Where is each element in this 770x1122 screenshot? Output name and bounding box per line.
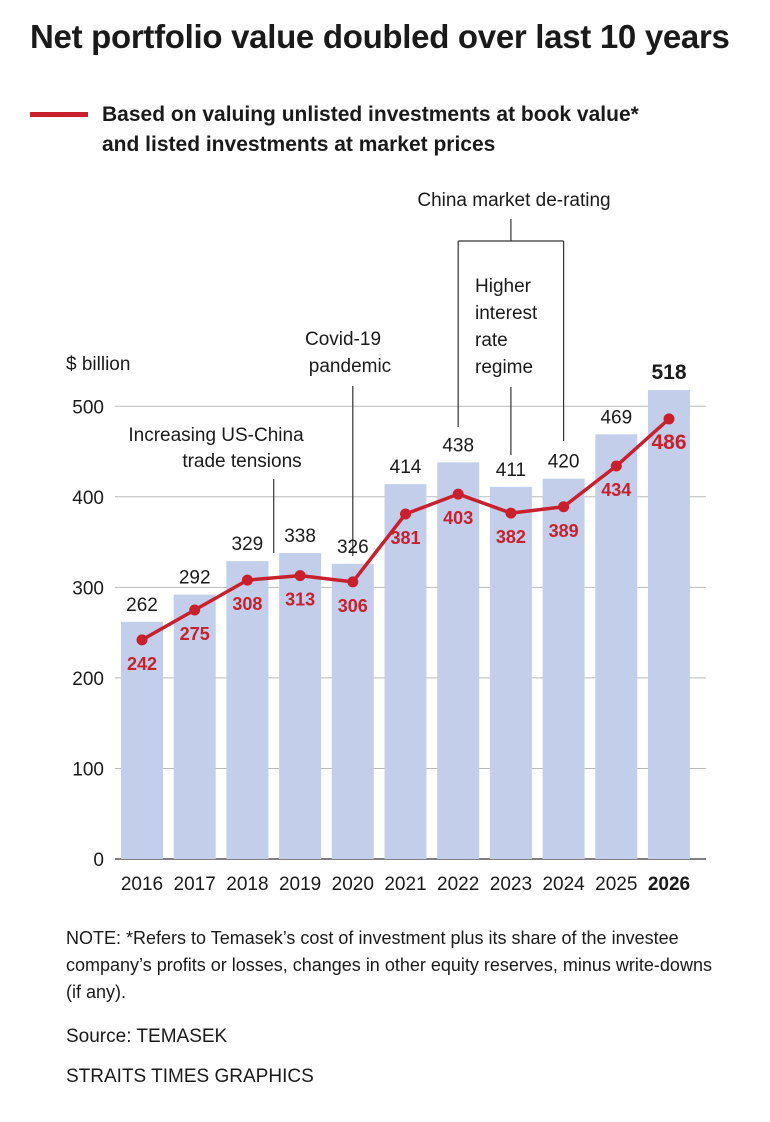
line-value-label-2021: 381 [390,528,420,548]
axes: $ billion 0 100 200 300 400 500 2016 2017 2018 201… [66,354,690,895]
source-text: Source: TEMASEK [66,1026,228,1047]
line-point-2024 [558,501,570,513]
bar-value-label-2026: 518 [651,361,686,384]
line-value-label-2017: 275 [180,624,210,644]
annotations: Increasing US-China trade tensions Covid-1… [128,190,611,556]
legend-line-swatch [30,112,88,117]
line-value-label-2020: 306 [338,596,368,616]
x-tick-label-2019: 2019 [279,874,321,895]
line-value-label-2018: 308 [232,594,262,614]
y-axis-unit-label: $ billion [66,354,130,375]
line-point-2016 [136,634,148,646]
annotation-interest-line1: Higher [475,276,532,297]
credit-text: STRAITS TIMES GRAPHICS [66,1066,314,1087]
bar-value-label-2021: 414 [390,457,422,478]
line-point-2026 [663,413,675,425]
annotation-us-china-line1: Increasing US-China [128,425,304,446]
bar-2023 [489,486,532,859]
line-point-2017 [189,604,201,616]
annotation-china-derating-bracket [457,219,565,441]
bar-value-label-2018: 329 [232,534,264,555]
annotation-interest-line2: interest [475,303,538,324]
line-point-2019 [294,570,306,582]
bar-value-label-2019: 338 [284,526,316,547]
y-tick-label-100: 100 [72,759,104,780]
legend-label: Based on valuing unlisted investments at… [102,100,639,160]
bar-line-chart: Increasing US-China trade tensions Covid-1… [66,190,706,895]
bar-2022 [437,462,480,859]
bar-2020 [331,563,374,859]
x-tick-label-2021: 2021 [384,874,426,895]
annotation-interest-line3: rate [475,330,508,351]
x-tick-label-2017: 2017 [174,874,216,895]
bar-value-label-2016: 262 [126,595,158,616]
line-point-2018 [241,574,253,586]
line-value-label-2023: 382 [496,527,526,547]
bar-value-label-2022: 438 [442,435,474,456]
bar-value-label-2025: 469 [600,407,632,428]
bar-value-label-2017: 292 [179,568,211,589]
data-labels: 262 292 329 338 326 414 438 411 420 469 518 242 275 3… [126,361,687,674]
line-value-label-2022: 403 [443,508,473,528]
bar-value-label-2024: 420 [548,452,580,473]
bar-2021 [384,484,427,859]
bar-value-label-2023: 411 [496,460,526,481]
line-point-2023 [505,507,517,519]
annotation-interest-line4: regime [475,357,533,378]
annotation-china-derating: China market de-rating [417,190,610,211]
bar-2019 [279,552,322,859]
bar-2017 [173,594,216,859]
line-value-label-2016: 242 [127,654,157,674]
line-value-label-2026: 486 [651,431,686,454]
x-tick-label-2016: 2016 [121,874,163,895]
x-tick-label-2022: 2022 [437,874,479,895]
x-tick-label-2020: 2020 [332,874,374,895]
x-tick-label-2025: 2025 [595,874,637,895]
line-point-2025 [610,460,622,472]
line-point-2020 [347,576,359,588]
x-tick-label-2026: 2026 [648,874,690,895]
annotation-covid-line1: Covid-19 [305,329,381,350]
bar-2024 [542,478,585,859]
y-tick-label-400: 400 [72,488,104,509]
legend-label-line1: Based on valuing unlisted investments at… [102,103,639,126]
x-tick-label-2018: 2018 [226,874,268,895]
page-title: Net portfolio value doubled over last 10… [30,18,730,55]
line-point-2022 [452,488,464,500]
y-tick-label-0: 0 [93,850,104,871]
bar-2016 [121,621,163,859]
line-point-2021 [400,508,411,520]
x-tick-label-2023: 2023 [490,874,532,895]
legend-label-line2: and listed investments at market prices [102,133,496,156]
line-value-label-2019: 313 [285,590,315,610]
bars [121,389,690,859]
annotation-covid-line2: pandemic [309,356,391,377]
bar-2026 [648,389,690,859]
y-tick-label-200: 200 [72,669,104,690]
line-series [136,413,675,646]
bar-2025 [595,434,638,859]
footnote: NOTE: *Refers to Temasek’s cost of inves… [66,928,712,1002]
line-value-label-2024: 389 [549,521,579,541]
bar-2018 [226,561,269,859]
line-value-label-2025: 434 [601,480,631,500]
bar-value-label-2020: 326 [337,537,369,558]
annotation-us-china-line2: trade tensions [182,451,301,472]
x-tick-label-2024: 2024 [542,874,585,895]
y-tick-label-500: 500 [72,397,104,418]
y-tick-label-300: 300 [72,578,104,599]
